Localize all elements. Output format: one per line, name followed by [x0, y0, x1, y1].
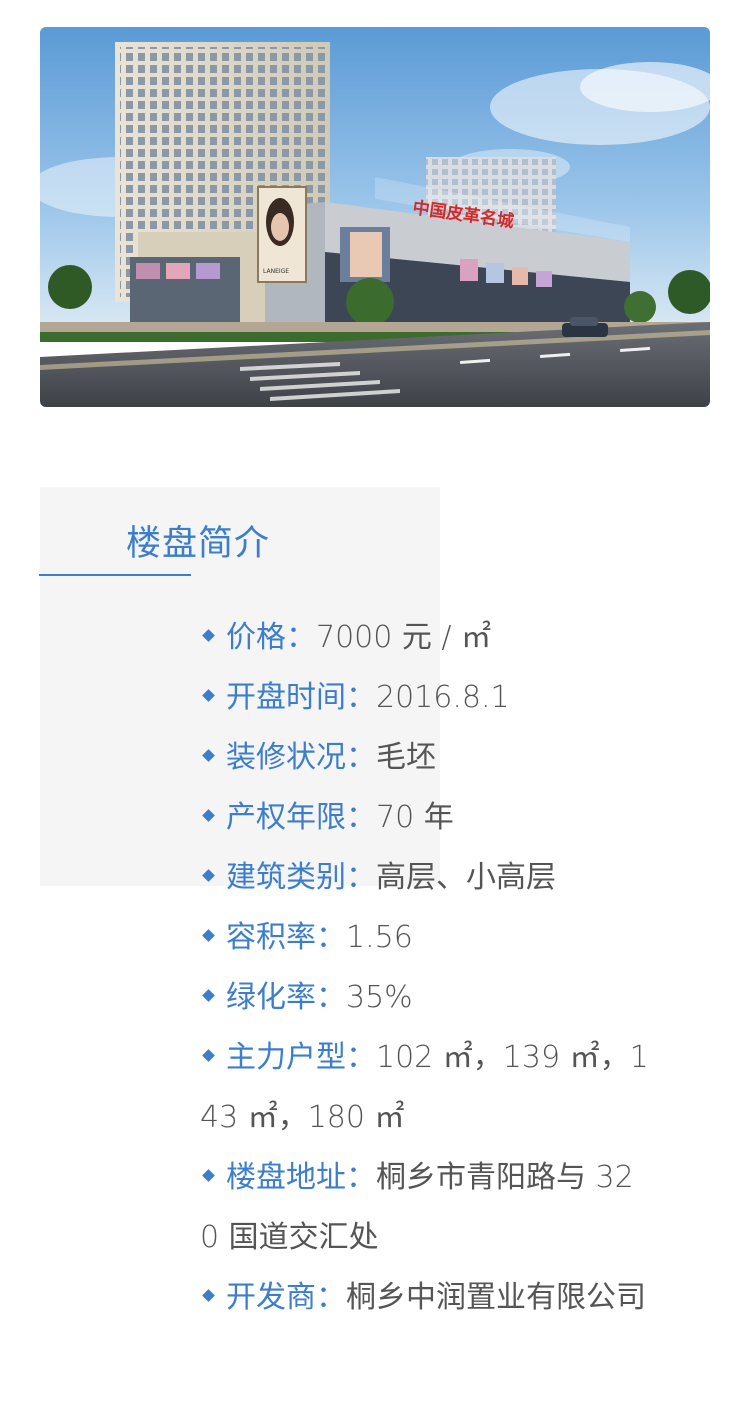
- info-value: 35%: [346, 980, 413, 1015]
- info-label: 楼盘地址: [226, 1160, 346, 1195]
- info-label: 绿化率: [226, 980, 316, 1015]
- info-separator: ：: [346, 1040, 376, 1075]
- info-label: 建筑类别: [226, 860, 346, 895]
- info-separator: ：: [316, 980, 346, 1015]
- info-item-opening-date: 开盘时间：2016.8.1: [200, 668, 650, 728]
- info-separator: ：: [346, 740, 376, 775]
- info-separator: ：: [346, 800, 376, 835]
- diamond-bullet-icon: [202, 748, 215, 762]
- info-label: 开发商: [226, 1280, 316, 1315]
- info-value: 1.56: [346, 920, 413, 955]
- info-item-building-type: 建筑类别：高层、小高层: [200, 848, 650, 908]
- property-info-list: 价格：7000 元 / ㎡ 开盘时间：2016.8.1 装修状况：毛坯 产权年限…: [200, 608, 650, 1328]
- info-label: 价格: [226, 620, 286, 655]
- info-separator: ：: [346, 1160, 376, 1195]
- info-value: 70 年: [376, 800, 454, 835]
- info-label: 开盘时间: [226, 680, 346, 715]
- diamond-bullet-icon: [202, 1168, 215, 1182]
- info-item-decoration: 装修状况：毛坯: [200, 728, 650, 788]
- info-item-green-ratio: 绿化率：35%: [200, 968, 650, 1028]
- info-item-address: 楼盘地址：桐乡市青阳路与 320 国道交汇处: [200, 1148, 650, 1268]
- info-value: 7000 元 / ㎡: [316, 620, 492, 655]
- info-separator: ：: [346, 680, 376, 715]
- info-value: 桐乡中润置业有限公司: [346, 1280, 646, 1315]
- hero-brand: LANEIGE: [263, 268, 289, 275]
- info-value: 102 ㎡，139 ㎡，143 ㎡，180 ㎡: [200, 1040, 649, 1135]
- info-value: 高层、小高层: [376, 860, 556, 895]
- hero-image: 中国皮革名城 LANEIGE: [40, 27, 710, 407]
- info-item-price: 价格：7000 元 / ㎡: [200, 608, 650, 668]
- info-item-developer: 开发商：桐乡中润置业有限公司: [200, 1268, 650, 1328]
- diamond-bullet-icon: [202, 688, 215, 702]
- diamond-bullet-icon: [202, 1288, 215, 1302]
- diamond-bullet-icon: [202, 988, 215, 1002]
- info-item-main-units: 主力户型：102 ㎡，139 ㎡，143 ㎡，180 ㎡: [200, 1028, 650, 1148]
- info-separator: ：: [316, 920, 346, 955]
- info-value: 桐乡市青阳路与 320 国道交汇处: [200, 1160, 634, 1255]
- info-item-property-term: 产权年限：70 年: [200, 788, 650, 848]
- info-value: 2016.8.1: [376, 680, 510, 715]
- diamond-bullet-icon: [202, 808, 215, 822]
- info-label: 装修状况: [226, 740, 346, 775]
- info-value: 毛坯: [376, 740, 436, 775]
- diamond-bullet-icon: [202, 868, 215, 882]
- info-label: 产权年限: [226, 800, 346, 835]
- diamond-bullet-icon: [202, 628, 215, 642]
- section-panel-background: [40, 487, 440, 886]
- info-separator: ：: [286, 620, 316, 655]
- section-title: 楼盘简介: [126, 524, 271, 564]
- info-item-plot-ratio: 容积率：1.56: [200, 908, 650, 968]
- info-label: 主力户型: [226, 1040, 346, 1075]
- info-separator: ：: [316, 1280, 346, 1315]
- info-separator: ：: [346, 860, 376, 895]
- info-label: 容积率: [226, 920, 316, 955]
- section-title-underline: [39, 574, 191, 576]
- diamond-bullet-icon: [202, 1048, 215, 1062]
- diamond-bullet-icon: [202, 928, 215, 942]
